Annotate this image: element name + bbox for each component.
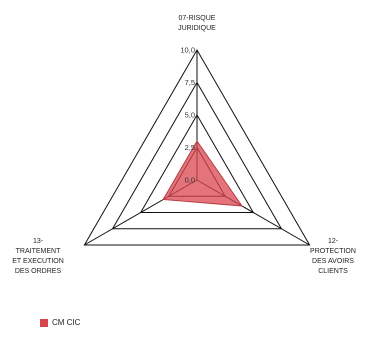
category-label-line: DES AVOIRS — [312, 258, 354, 265]
category-label: 07-RISQUE JURIDIQUE — [178, 15, 216, 32]
category-label-line: 07-RISQUE — [179, 15, 216, 22]
category-label-line: CLIENTS — [318, 268, 348, 275]
tick-label: 0,0 — [185, 176, 195, 185]
grid-ring-3 — [111, 81, 283, 230]
category-label-line: TRAITEMENT — [16, 248, 61, 255]
category-label-line: 12- — [328, 238, 339, 245]
legend-swatch — [40, 318, 48, 327]
grid-ring-4 — [83, 49, 311, 246]
tick-label: 2,5 — [185, 143, 195, 152]
legend-label: CM CIC — [52, 318, 81, 327]
category-label-line: JURIDIQUE — [178, 25, 216, 32]
legend: CM CIC — [40, 318, 80, 327]
grid-ring-2 — [139, 114, 255, 213]
series-area-cm-cic — [162, 140, 244, 207]
tick-label: 10,0 — [180, 46, 195, 55]
tick-label: 5,0 — [185, 111, 195, 120]
category-label: 13- TRAITEMENT ET EXECUTION DES ORDRES — [12, 238, 64, 275]
category-label-line: DES ORDRES — [15, 268, 62, 275]
category-label-line: ET EXECUTION — [12, 258, 64, 265]
tick-label: 7,5 — [185, 78, 195, 87]
category-label: 12- PROTECTION DES AVOIRS CLIENTS — [310, 238, 356, 275]
category-label-line: PROTECTION — [310, 248, 356, 255]
category-label-line: 13- — [33, 238, 44, 245]
